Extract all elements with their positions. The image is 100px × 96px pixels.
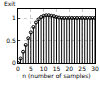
svg-text:n (number of samples): n (number of samples) <box>22 72 90 80</box>
svg-text:0: 0 <box>12 59 16 66</box>
svg-text:10: 10 <box>40 65 48 72</box>
svg-text:25: 25 <box>78 65 86 72</box>
svg-text:1: 1 <box>12 14 16 21</box>
svg-text:5: 5 <box>29 65 33 72</box>
svg-text:0.5: 0.5 <box>6 37 16 44</box>
svg-text:20: 20 <box>66 65 74 72</box>
svg-text:Sampling period T = 0.05s: Sampling period T = 0.05s <box>8 95 88 96</box>
svg-text:Exit: Exit <box>4 0 16 7</box>
svg-text:15: 15 <box>53 65 61 72</box>
svg-text:30: 30 <box>91 65 99 72</box>
svg-text:0: 0 <box>16 65 20 72</box>
